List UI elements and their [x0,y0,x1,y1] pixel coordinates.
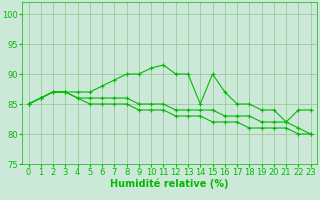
X-axis label: Humidité relative (%): Humidité relative (%) [110,179,229,189]
